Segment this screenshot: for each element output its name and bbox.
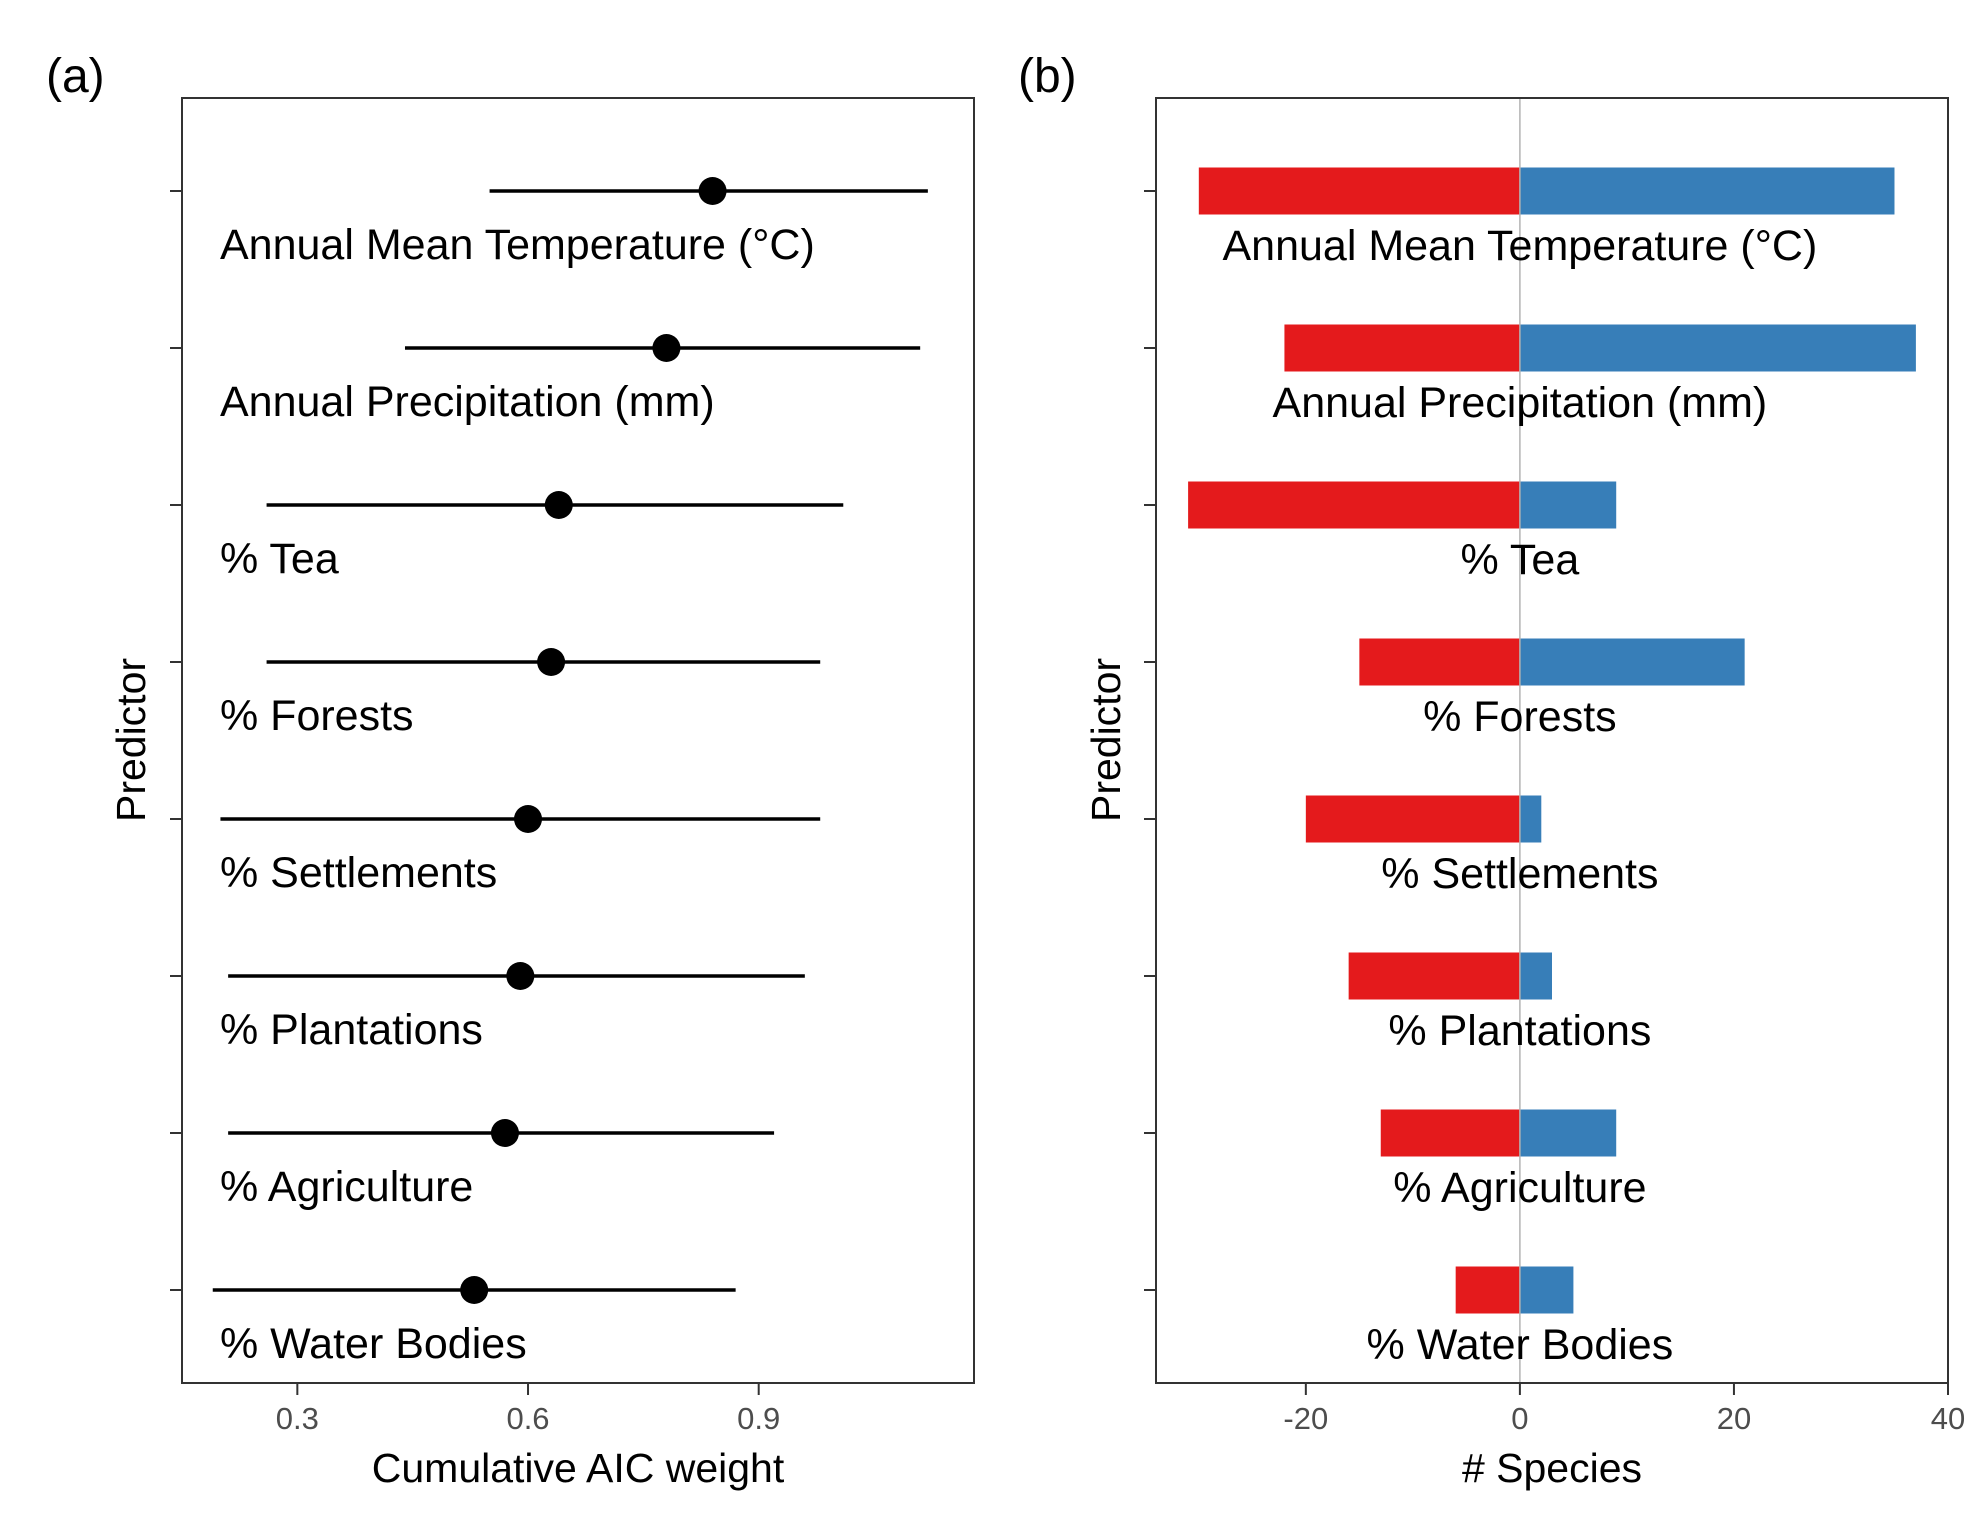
row-label-settlements: % Settlements	[1381, 850, 1658, 898]
panel-a-y-axis-title: Predictor	[108, 658, 154, 822]
bar-positive-water-bodies	[1519, 1266, 1574, 1314]
x-tick-label-1: 0	[1511, 1401, 1528, 1436]
panel-b-frame	[1155, 97, 1949, 1384]
row-label-annual-precipitation-mm: Annual Precipitation (mm)	[1273, 379, 1768, 427]
panel-b-x-ticks: -20 0 20 40	[1283, 1383, 1965, 1436]
row-label-annual-precipitation-mm: Annual Precipitation (mm)	[220, 378, 715, 426]
bar-positive-annual-mean-temperature-c	[1519, 167, 1895, 215]
panel-a-marks: Annual Mean Temperature (°C) Annual Preci…	[212, 177, 928, 1368]
x-tick-label-1: 0.6	[506, 1401, 549, 1436]
bar-positive-settlements	[1519, 795, 1542, 843]
row-label-water-bodies: % Water Bodies	[220, 1320, 527, 1368]
bar-negative-plantations	[1348, 952, 1520, 1000]
bar-positive-plantations	[1519, 952, 1552, 1000]
bar-negative-annual-precipitation-mm	[1284, 324, 1520, 372]
x-tick-label-2: 0.9	[737, 1401, 780, 1436]
bar-positive-tea	[1519, 481, 1617, 529]
point-plantations	[506, 962, 535, 990]
row-label-annual-mean-temperature-c: Annual Mean Temperature (°C)	[1222, 222, 1817, 270]
panel-a-y-ticks	[170, 190, 182, 1291]
row-label-annual-mean-temperature-c: Annual Mean Temperature (°C)	[220, 221, 815, 269]
x-tick-label-0: -20	[1283, 1401, 1328, 1436]
point-forests	[537, 648, 566, 676]
point-settlements	[514, 805, 543, 833]
panel-b-y-ticks	[1144, 190, 1156, 1291]
row-label-plantations: % Plantations	[220, 1006, 483, 1054]
row-label-plantations: % Plantations	[1388, 1007, 1651, 1055]
panel-a-frame	[181, 97, 975, 1384]
panel-b-x-axis-title: # Species	[1462, 1445, 1642, 1491]
point-water-bodies	[460, 1276, 489, 1304]
point-tea	[544, 491, 573, 519]
bar-negative-settlements	[1305, 795, 1520, 843]
x-tick-label-2: 20	[1717, 1401, 1751, 1436]
bar-negative-annual-mean-temperature-c	[1198, 167, 1520, 215]
panel-b-y-axis-title: Predictor	[1083, 658, 1129, 822]
row-label-settlements: % Settlements	[220, 849, 497, 897]
row-label-agriculture: % Agriculture	[220, 1163, 473, 1211]
bar-positive-agriculture	[1519, 1109, 1617, 1157]
x-tick-label-3: 40	[1931, 1401, 1965, 1436]
point-annual-precipitation-mm	[652, 334, 681, 362]
row-label-tea: % Tea	[220, 535, 339, 583]
bar-negative-agriculture	[1380, 1109, 1520, 1157]
panel-a-x-ticks: 0.3 0.6 0.9	[276, 1383, 780, 1436]
panel-label-b: (b)	[1018, 50, 1077, 103]
bar-negative-tea	[1188, 481, 1520, 529]
panel-a: (a) Annual Mean Temperature (°C) Annual P…	[46, 50, 975, 1491]
point-agriculture	[490, 1119, 519, 1147]
panel-b: (b) Annual Mean Temperature (°C) Annual P…	[1018, 50, 1965, 1491]
bar-negative-forests	[1359, 638, 1520, 686]
row-label-forests: % Forests	[220, 692, 414, 740]
panel-label-a: (a)	[46, 50, 105, 103]
point-annual-mean-temperature-c	[698, 177, 727, 205]
row-label-tea: % Tea	[1461, 536, 1580, 584]
bar-positive-forests	[1519, 638, 1745, 686]
x-tick-label-0: 0.3	[276, 1401, 319, 1436]
row-label-agriculture: % Agriculture	[1393, 1164, 1646, 1212]
panel-b-marks: Annual Mean Temperature (°C) Annual Preci…	[1188, 98, 1916, 1383]
bar-positive-annual-precipitation-mm	[1519, 324, 1916, 372]
row-label-forests: % Forests	[1423, 693, 1617, 741]
row-label-water-bodies: % Water Bodies	[1367, 1321, 1674, 1369]
panel-a-x-axis-title: Cumulative AIC weight	[372, 1445, 785, 1491]
bar-negative-water-bodies	[1455, 1266, 1520, 1314]
